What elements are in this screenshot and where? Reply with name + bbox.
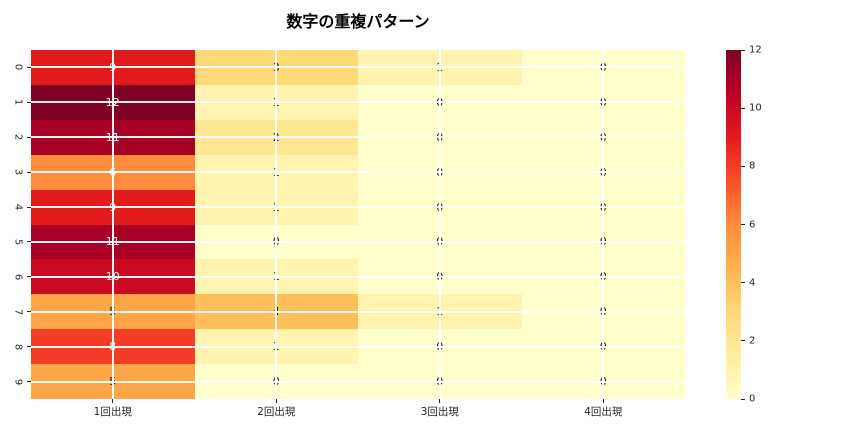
y-tick-label: 4: [12, 203, 24, 211]
colorbar-tick-mark: [741, 107, 745, 109]
heatmap-cell: 1: [194, 259, 358, 295]
heatmap-cell: 0: [194, 364, 358, 399]
x-tick-mark: [112, 399, 114, 403]
y-tick-mark: [27, 66, 31, 68]
y-tick-label: 6: [12, 273, 24, 281]
y-tick-mark: [27, 381, 31, 383]
x-tick-label: 2回出現: [257, 406, 296, 418]
y-tick-mark: [27, 241, 31, 243]
heatmap-cell: 1: [194, 154, 358, 190]
heatmap-cell: 0: [358, 84, 522, 120]
colorbar-tick-mark: [741, 49, 745, 51]
heatmap-cell: 0: [521, 50, 685, 85]
x-tick-mark: [275, 399, 277, 403]
heatmap-cell: 0: [194, 224, 358, 260]
heatmap-cell: 0: [521, 84, 685, 120]
colorbar-tick-mark: [741, 224, 745, 225]
heatmap-cell: 0: [358, 224, 522, 260]
colorbar-tick-label: 0: [749, 393, 756, 405]
heatmap-cell: 12: [31, 84, 195, 120]
x-tick-label: 3回出現: [420, 406, 459, 418]
colorbar-tick-mark: [741, 340, 745, 342]
heatmap-cell: 6: [31, 154, 195, 190]
colorbar-tick-label: 4: [749, 277, 756, 289]
y-tick-label: 0: [12, 64, 24, 71]
heatmap-cell: 3: [194, 50, 358, 85]
heatmap-cell: 0: [358, 119, 522, 155]
heatmap-cell: 11: [31, 119, 195, 155]
heatmap-cell: 9: [31, 50, 195, 85]
heatmap-cell: 4: [194, 294, 358, 330]
heatmap-cell: 9: [31, 189, 195, 225]
colorbar-tick-mark: [741, 282, 745, 284]
y-tick-mark: [27, 136, 31, 138]
y-tick-label: 9: [12, 378, 24, 385]
heatmap-cell: 0: [358, 329, 522, 365]
colorbar-tick-label: 2: [749, 335, 756, 347]
heatmap-cell: 0: [521, 329, 685, 365]
heatmap-cell: 0: [521, 224, 685, 260]
colorbar-tick-mark: [741, 398, 745, 400]
y-tick-label: 2: [12, 134, 24, 141]
chart-title: 数字の重複パターン: [286, 12, 430, 31]
y-tick-mark: [27, 311, 31, 313]
colorbar-tick-mark: [741, 165, 745, 167]
colorbar-tick-label: 8: [749, 160, 756, 172]
heatmap-plot-area: 9 3 1 0 12 1 0 0 11 2 0 0 6 1 0 0 9 1 0 0 11 0 0 0 10 1 0 0 5 4 1 0 8 1 0 0…: [31, 50, 685, 399]
heatmap-cell: 1: [358, 294, 522, 330]
heatmap-cell: 0: [521, 364, 685, 399]
y-tick-mark: [27, 101, 31, 103]
y-tick-mark: [27, 171, 31, 173]
heatmap-cell: 5: [31, 294, 195, 330]
heatmap-cell: 0: [521, 154, 685, 190]
heatmap-cell: 1: [194, 84, 358, 120]
heatmap-cell: 0: [521, 189, 685, 225]
y-tick-label: 3: [12, 168, 24, 176]
heatmap-cell: 0: [521, 119, 685, 155]
heatmap-cell: 0: [521, 294, 685, 330]
heatmap-cell: 0: [521, 259, 685, 295]
heatmap-cell: 0: [358, 259, 522, 295]
heatmap-cell: 2: [194, 119, 358, 155]
y-tick-label: 8: [12, 343, 24, 350]
x-tick-label: 4回出現: [584, 406, 623, 418]
x-tick-mark: [439, 399, 441, 403]
colorbar-tick-label: 10: [749, 102, 762, 114]
heatmap-cell: 1: [358, 50, 522, 85]
heatmap-cell: 0: [358, 154, 522, 190]
colorbar-tick-label: 12: [749, 44, 762, 56]
y-tick-mark: [27, 206, 31, 208]
heatmap-cell: 5: [31, 364, 195, 399]
heatmap-cell: 10: [31, 259, 195, 295]
y-tick-mark: [27, 276, 31, 278]
heatmap-cell: 8: [31, 329, 195, 365]
y-tick-label: 1: [12, 99, 24, 106]
y-tick-label: 5: [12, 238, 24, 246]
colorbar-tick-label: 6: [749, 219, 756, 230]
colorbar: [726, 50, 741, 399]
x-tick-label: 1回出現: [93, 406, 132, 418]
x-tick-mark: [602, 399, 604, 403]
heatmap-cell: 0: [358, 364, 522, 399]
y-tick-label: 7: [12, 308, 24, 315]
y-tick-mark: [27, 346, 31, 348]
heatmap-grid: 9 3 1 0 12 1 0 0 11 2 0 0 6 1 0 0 9 1 0 0 11 0 0 0 10 1 0 0 5 4 1 0 8 1 0 0…: [31, 50, 685, 399]
heatmap-cell: 0: [358, 189, 522, 225]
heatmap-cell: 1: [194, 189, 358, 225]
heatmap-cell: 11: [31, 224, 195, 260]
heatmap-cell: 1: [194, 329, 358, 365]
